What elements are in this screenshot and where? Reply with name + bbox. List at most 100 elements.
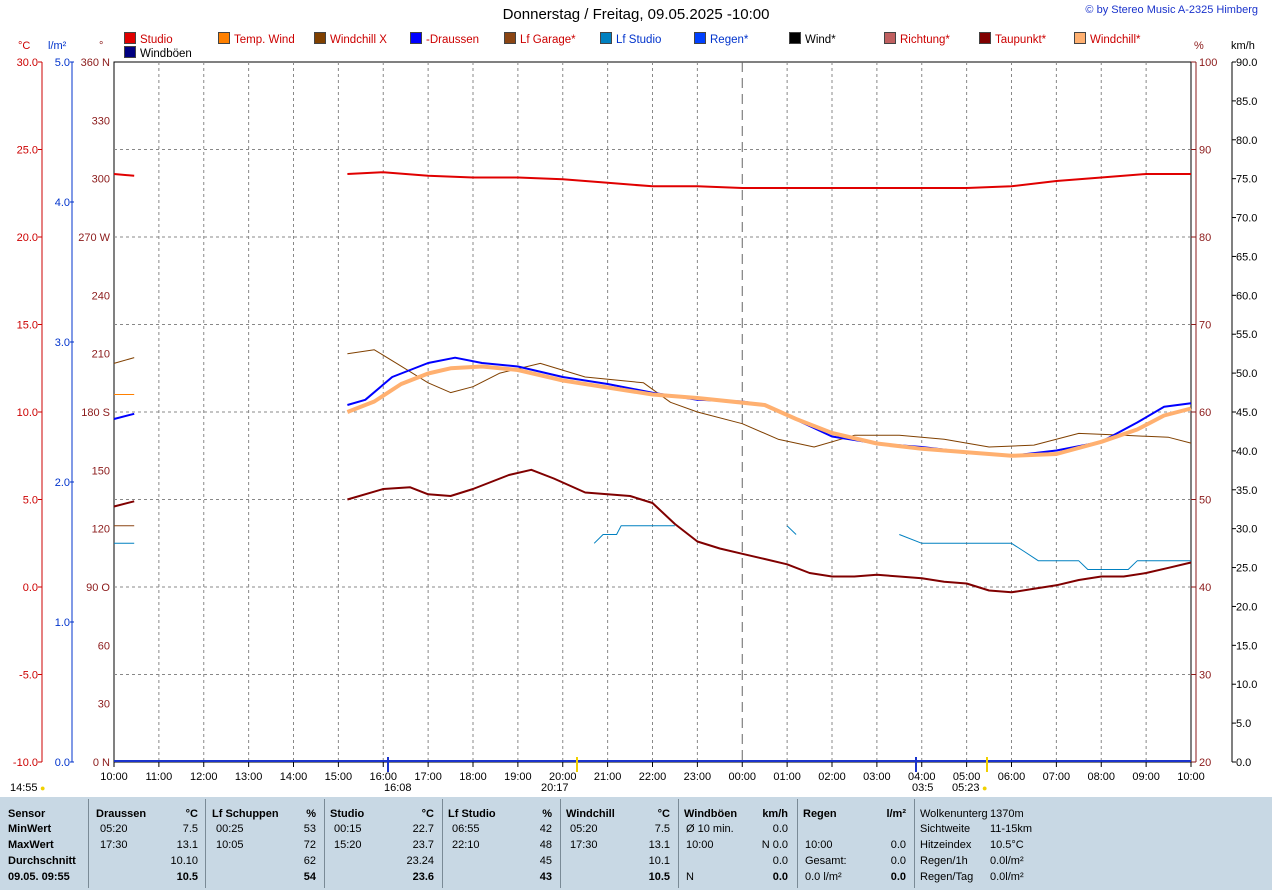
direction-tick-label: 150 xyxy=(92,465,110,477)
sun-icon: ● xyxy=(37,783,46,793)
stats-unit-windboeen: km/h xyxy=(762,808,788,820)
stats-header-windboeen: Windböen xyxy=(684,808,738,820)
axes: 30.0 25.0 20.0 15.0 10.0 5.0 0.0 -5.0 -10.0 5.0 4.… xyxy=(13,57,1258,783)
stats-value-lf_schuppen: 72 xyxy=(303,839,316,851)
stats-value-lf_studio: 42 xyxy=(539,823,552,835)
event-marker: 03:5 xyxy=(912,782,934,794)
legend-label: Richtung* xyxy=(900,34,950,46)
stats-time-draussen: 17:30 xyxy=(100,839,128,851)
direction-tick-label: 360 N xyxy=(81,57,110,69)
stats-row-label: Sensor xyxy=(8,808,46,820)
stats-time-windboeen: 10:00 xyxy=(686,839,714,851)
stats-time-windchill: 05:20 xyxy=(570,823,598,835)
rain-tick-label: 4.0 xyxy=(55,197,70,209)
series-line-windchill-x xyxy=(347,349,1192,448)
stats-row-label: MinWert xyxy=(8,823,52,835)
stats-header-lf_studio: Lf Studio xyxy=(448,808,496,820)
legend-item-windb-en: Windböen xyxy=(124,46,192,60)
legend-swatch xyxy=(884,32,896,44)
stats-extra-value: 0.0l/m² xyxy=(990,855,1024,867)
x-tick-label: 02:00 xyxy=(818,771,846,783)
legend-label: Windböen xyxy=(140,48,192,60)
wind-tick-label: 40.0 xyxy=(1236,446,1257,458)
stats-value-studio: 23.24 xyxy=(406,855,434,867)
stats-value-windboeen: 0.0 xyxy=(772,871,788,883)
statistics-panel: Sensor MinWert MaxWert Durchschnitt 09.05. 0… xyxy=(0,797,1272,890)
wind-tick-label: 50.0 xyxy=(1236,368,1257,380)
copyright-link[interactable]: © by Stereo Music A-2325 Himberg xyxy=(1085,4,1258,16)
direction-tick-label: 180 S xyxy=(81,407,110,419)
legend-item-wind: Wind* xyxy=(789,32,836,46)
x-tick-label: 17:00 xyxy=(414,771,442,783)
legend-swatch xyxy=(504,32,516,44)
x-tick-label: 11:00 xyxy=(146,771,173,783)
humidity-tick-label: 100 xyxy=(1199,57,1217,69)
stats-time-windchill: 17:30 xyxy=(570,839,598,851)
wind-tick-label: 10.0 xyxy=(1236,679,1257,691)
wind-tick-label: 75.0 xyxy=(1236,174,1257,186)
humidity-tick-label: 70 xyxy=(1199,320,1211,332)
temperature-tick-label: 30.0 xyxy=(17,57,38,69)
event-marker: 05:23 ● xyxy=(952,782,988,794)
temperature-tick-label: 15.0 xyxy=(17,320,38,332)
legend-label: Lf Garage* xyxy=(520,34,576,46)
stats-value-windchill: 10.1 xyxy=(648,855,670,867)
stats-value-lf_schuppen: 53 xyxy=(303,823,316,835)
stats-value-windboeen: 0.0 xyxy=(772,823,788,835)
legend-swatch xyxy=(124,46,136,58)
rain-tick-label: 2.0 xyxy=(55,477,70,489)
x-tick-label: 14:00 xyxy=(280,771,308,783)
legend-swatch xyxy=(314,32,326,44)
stats-time-lf_schuppen: 10:05 xyxy=(216,839,244,851)
stats-value-windchill: 13.1 xyxy=(648,839,670,851)
stats-row-label: Durchschnitt xyxy=(8,855,76,867)
grid xyxy=(113,61,1192,763)
rain-tick-label: 1.0 xyxy=(55,617,70,629)
dir-unit-header: ° xyxy=(99,40,104,52)
stats-time-studio: 00:15 xyxy=(334,823,362,835)
legend-swatch xyxy=(979,32,991,44)
legend-label: Lf Studio xyxy=(616,34,662,46)
rain-tick-label: 3.0 xyxy=(55,337,70,349)
rain-tick-label: 5.0 xyxy=(55,57,70,69)
humidity-tick-label: 60 xyxy=(1199,407,1211,419)
series-line-windchill-x xyxy=(113,357,135,364)
humidity-tick-label: 30 xyxy=(1199,670,1211,682)
x-tick-label: 22:00 xyxy=(639,771,667,783)
stats-value-studio: 22.7 xyxy=(412,823,434,835)
stats-value-windboeen: N 0.0 xyxy=(761,839,788,851)
x-tick-label: 19:00 xyxy=(504,771,532,783)
series-line-studio xyxy=(113,173,135,177)
legend-swatch xyxy=(694,32,706,44)
series-line-lf-studio xyxy=(786,525,797,535)
stats-time-windboeen: Ø 10 min. xyxy=(686,823,734,835)
x-tick-label: 16:00 xyxy=(369,771,397,783)
wind-tick-label: 5.0 xyxy=(1236,718,1251,730)
stats-extra-label: Hitzeindex xyxy=(920,839,972,851)
stats-value-lf_studio: 45 xyxy=(539,855,552,867)
legend-item-lf-garage: Lf Garage* xyxy=(504,32,576,46)
stats-extra-value: 0.0l/m² xyxy=(990,871,1024,883)
stats-unit-lf_schuppen: % xyxy=(306,808,316,820)
stats-value-draussen: 13.1 xyxy=(176,839,198,851)
series-line-taupunkt xyxy=(113,500,135,508)
stats-time-windboeen: N xyxy=(686,871,694,883)
wind-tick-label: 80.0 xyxy=(1236,135,1257,147)
stats-header-studio: Studio xyxy=(330,808,365,820)
stats-value-windchill: 7.5 xyxy=(654,823,670,835)
wind-tick-label: 70.0 xyxy=(1236,213,1257,225)
stats-extra-label: Regen/Tag xyxy=(920,871,974,883)
stats-extra-value: 10.5°C xyxy=(990,839,1024,851)
stats-value-windboeen: 0.0 xyxy=(772,855,788,867)
wind-tick-label: 45.0 xyxy=(1236,407,1257,419)
legend-item-studio: Studio xyxy=(124,32,173,46)
legend-label: Regen* xyxy=(710,34,749,46)
stats-extra-value: 11-15km xyxy=(990,823,1032,835)
event-marker: 20:17 xyxy=(541,782,569,794)
humidity-tick-label: 90 xyxy=(1199,145,1211,157)
x-tick-label: 09:00 xyxy=(1132,771,1160,783)
stats-value-regen: 0.0 xyxy=(890,855,906,867)
stats-time-lf_schuppen: 00:25 xyxy=(216,823,244,835)
temp-unit-header: °C xyxy=(18,40,31,52)
legend-item-windchill-x: Windchill X xyxy=(314,32,387,46)
